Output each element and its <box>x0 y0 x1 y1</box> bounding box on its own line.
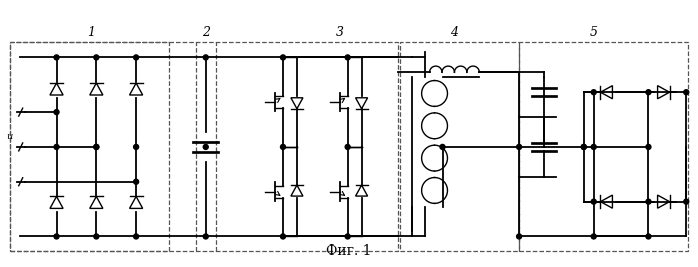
Circle shape <box>94 144 99 150</box>
Circle shape <box>646 144 651 150</box>
Text: 2: 2 <box>202 26 210 40</box>
Circle shape <box>440 144 445 150</box>
Circle shape <box>94 234 99 239</box>
Circle shape <box>54 144 59 150</box>
Circle shape <box>581 144 586 150</box>
Circle shape <box>203 144 208 150</box>
Circle shape <box>54 110 59 115</box>
Text: u: u <box>7 132 13 142</box>
Circle shape <box>133 144 139 150</box>
Bar <box>519 42 688 252</box>
Circle shape <box>646 234 651 239</box>
Circle shape <box>281 144 285 150</box>
Circle shape <box>54 55 59 60</box>
Circle shape <box>133 234 139 239</box>
Circle shape <box>54 234 59 239</box>
Circle shape <box>346 234 350 239</box>
Text: 4: 4 <box>450 26 459 40</box>
Circle shape <box>591 234 596 239</box>
Circle shape <box>581 144 586 150</box>
Circle shape <box>646 90 651 95</box>
Circle shape <box>517 234 521 239</box>
Circle shape <box>133 179 139 184</box>
Text: Фиг. 1: Фиг. 1 <box>326 244 372 258</box>
Bar <box>400 42 519 252</box>
Circle shape <box>94 55 99 60</box>
Circle shape <box>203 234 208 239</box>
Circle shape <box>591 90 596 95</box>
Bar <box>10 42 398 252</box>
Circle shape <box>346 144 350 150</box>
Text: 1: 1 <box>87 26 96 40</box>
Circle shape <box>517 144 521 150</box>
Circle shape <box>133 55 139 60</box>
Circle shape <box>591 199 596 204</box>
Circle shape <box>646 199 651 204</box>
Text: 5: 5 <box>590 26 597 40</box>
Circle shape <box>203 55 208 60</box>
Circle shape <box>591 144 596 150</box>
Circle shape <box>281 55 285 60</box>
Bar <box>10 42 169 252</box>
Circle shape <box>684 90 689 95</box>
Text: 3: 3 <box>336 26 344 40</box>
Circle shape <box>684 199 689 204</box>
Circle shape <box>94 144 99 150</box>
Circle shape <box>281 234 285 239</box>
Circle shape <box>346 55 350 60</box>
